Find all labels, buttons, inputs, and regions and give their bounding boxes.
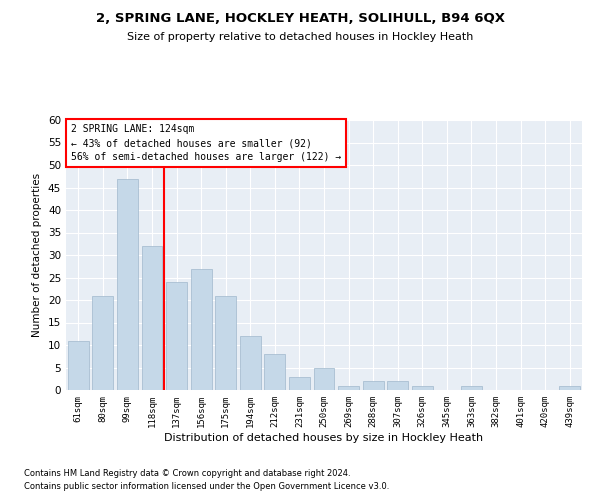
Y-axis label: Number of detached properties: Number of detached properties <box>32 173 43 337</box>
Text: Contains HM Land Registry data © Crown copyright and database right 2024.: Contains HM Land Registry data © Crown c… <box>24 468 350 477</box>
Bar <box>142 246 163 390</box>
Bar <box>240 336 261 390</box>
Bar <box>314 368 334 390</box>
Bar <box>68 340 89 390</box>
Bar <box>362 381 383 390</box>
Bar <box>265 354 286 390</box>
Text: Contains public sector information licensed under the Open Government Licence v3: Contains public sector information licen… <box>24 482 389 491</box>
Bar <box>117 178 138 390</box>
Bar <box>92 296 113 390</box>
Bar <box>166 282 187 390</box>
Bar <box>289 376 310 390</box>
X-axis label: Distribution of detached houses by size in Hockley Heath: Distribution of detached houses by size … <box>164 432 484 442</box>
Bar <box>338 386 359 390</box>
Bar <box>191 268 212 390</box>
Bar <box>412 386 433 390</box>
Bar <box>559 386 580 390</box>
Bar <box>215 296 236 390</box>
Text: 2 SPRING LANE: 124sqm
← 43% of detached houses are smaller (92)
56% of semi-deta: 2 SPRING LANE: 124sqm ← 43% of detached … <box>71 124 341 162</box>
Bar <box>387 381 408 390</box>
Text: 2, SPRING LANE, HOCKLEY HEATH, SOLIHULL, B94 6QX: 2, SPRING LANE, HOCKLEY HEATH, SOLIHULL,… <box>95 12 505 26</box>
Bar <box>461 386 482 390</box>
Text: Size of property relative to detached houses in Hockley Heath: Size of property relative to detached ho… <box>127 32 473 42</box>
